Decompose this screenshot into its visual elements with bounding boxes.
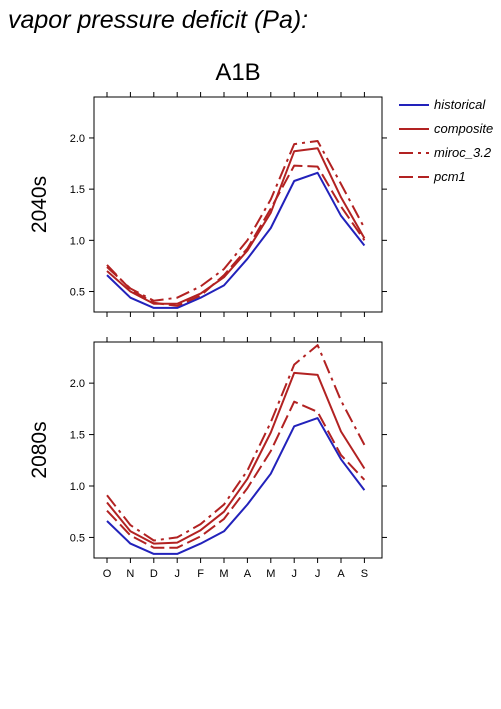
x-tick-label: D bbox=[150, 568, 158, 580]
plot-frame bbox=[93, 341, 383, 559]
series-line-historical bbox=[106, 171, 366, 309]
y-tick-label: 0.5 bbox=[70, 287, 85, 299]
y-tick-label: 1.5 bbox=[70, 184, 85, 196]
series-line-miroc-3-2 bbox=[106, 344, 366, 542]
panel-2080s: 0.5 1.0 1.5 2.0 O N D J F M A M J J A S 2080s bbox=[28, 337, 387, 580]
x-tick-label: O bbox=[103, 568, 112, 580]
x-tick-label: M bbox=[266, 568, 275, 580]
series-line-historical bbox=[106, 417, 366, 555]
x-tick-label: N bbox=[126, 568, 134, 580]
series-line-composite bbox=[106, 147, 366, 305]
x-tick-label: M bbox=[219, 568, 228, 580]
y-tick-label: 1.5 bbox=[70, 430, 85, 442]
x-tick-label: J bbox=[174, 568, 180, 580]
chart-panels: A1B 0.5 1.0 1.5 2.0 2040s 0.5 1.0 1.5 2.0 O N D J F M A M… bbox=[28, 59, 387, 580]
x-tick-label: A bbox=[244, 568, 252, 580]
series-line-miroc-3-2 bbox=[106, 140, 366, 302]
x-tick-label: F bbox=[197, 568, 204, 580]
row-label: 2080s bbox=[28, 421, 51, 478]
legend-label: pcm1 bbox=[433, 169, 466, 184]
legend-label: composite bbox=[434, 121, 493, 136]
panel-2040s: 0.5 1.0 1.5 2.0 2040s bbox=[28, 92, 387, 317]
legend-label: miroc_3.2 bbox=[434, 145, 492, 160]
panel-title: A1B bbox=[215, 59, 260, 86]
legend-item-pcm1: pcm1 bbox=[399, 169, 466, 184]
x-tick-label: A bbox=[337, 568, 345, 580]
y-tick-label: 1.0 bbox=[70, 481, 85, 493]
legend: historical composite miroc_3.2 pcm1 bbox=[399, 97, 493, 184]
row-label: 2040s bbox=[28, 176, 51, 233]
plot-frame bbox=[93, 96, 383, 313]
y-tick-label: 2.0 bbox=[70, 378, 85, 390]
legend-item-historical: historical bbox=[399, 97, 486, 112]
series-line-pcm1 bbox=[106, 164, 366, 307]
legend-item-miroc-3-2: miroc_3.2 bbox=[399, 145, 492, 160]
x-tick-label: J bbox=[291, 568, 297, 580]
y-tick-label: 1.0 bbox=[70, 235, 85, 247]
y-tick-label: 0.5 bbox=[70, 532, 85, 544]
legend-label: historical bbox=[434, 97, 486, 112]
x-tick-label: S bbox=[361, 568, 368, 580]
series-line-composite bbox=[106, 371, 366, 545]
series-line-pcm1 bbox=[106, 400, 366, 549]
y-tick-label: 2.0 bbox=[70, 133, 85, 145]
x-tick-label: J bbox=[315, 568, 321, 580]
legend-item-composite: composite bbox=[399, 121, 493, 136]
page-title: vapor pressure deficit (Pa): bbox=[8, 6, 309, 34]
